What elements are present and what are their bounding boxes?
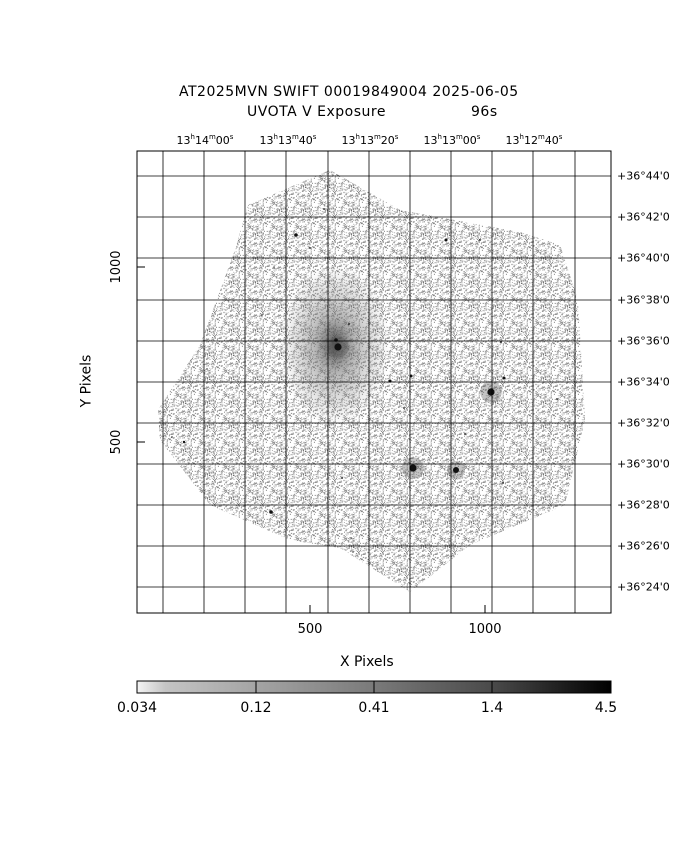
ra-tick-label: 13h13m00s (423, 133, 481, 148)
x-tick-label: 1000 (468, 622, 502, 637)
dec-tick-label: +36°28'0 (617, 498, 670, 512)
colorbar-tick-label: 0.12 (240, 700, 272, 716)
point-source (334, 343, 342, 351)
point-source (487, 388, 495, 396)
dec-tick-label: +36°40'0 (617, 251, 670, 265)
dec-tick-label: +36°42'0 (617, 210, 670, 224)
dec-tick-label: +36°30'0 (617, 457, 670, 471)
point-source (500, 341, 502, 343)
point-source (502, 482, 504, 484)
point-source (171, 436, 173, 438)
ra-tick-label: 13h13m40s (259, 133, 317, 148)
dec-tick-label: +36°44'0 (617, 169, 670, 183)
colorbar-tick-label: 0.034 (116, 700, 158, 716)
ra-tick-label: 13h12m40s (505, 133, 563, 148)
point-source (261, 314, 263, 316)
image-title-line1: AT2025MVN SWIFT 00019849004 2025-06-05 (179, 84, 519, 100)
ra-tick-label: 13h14m00s (176, 133, 234, 148)
dec-tick-label: +36°32'0 (617, 416, 670, 430)
point-source (323, 208, 325, 210)
point-source (464, 433, 466, 435)
point-source (479, 239, 481, 241)
point-source (294, 233, 298, 237)
point-source (273, 267, 275, 269)
point-source (556, 398, 558, 400)
point-source (206, 368, 208, 370)
dec-tick-label: +36°26'0 (617, 539, 670, 553)
dec-tick-label: +36°38'0 (617, 293, 670, 307)
galaxy-diffuse-emission (280, 265, 390, 425)
point-source (309, 247, 311, 249)
dec-tick-label: +36°24'0 (617, 580, 670, 594)
dec-tick-label: +36°36'0 (617, 334, 670, 348)
y-axis-label: Y Pixels (78, 354, 95, 408)
ra-tick-label: 13h13m20s (341, 133, 399, 148)
point-source (348, 323, 350, 325)
point-source (409, 464, 417, 472)
colorbar-tick-label: 1.4 (480, 700, 504, 716)
image-title-exposure: 96s (471, 104, 498, 120)
point-source (350, 537, 352, 539)
image-title-filter: UVOTA V Exposure (247, 104, 386, 120)
point-source (444, 238, 448, 242)
point-source (502, 376, 506, 380)
colorbar-tick-label: 4.5 (594, 700, 618, 716)
dec-tick-label: +36°34'0 (617, 375, 670, 389)
colorbar-tick-label: 0.41 (358, 700, 390, 716)
y-tick-label: 1000 (109, 250, 125, 284)
point-source (182, 440, 186, 444)
y-tick-label: 500 (108, 429, 124, 455)
point-source (269, 510, 273, 514)
x-tick-label: 500 (297, 622, 323, 637)
point-source (352, 551, 354, 553)
point-source (341, 477, 343, 479)
point-source (453, 467, 459, 473)
point-source (403, 407, 405, 409)
x-axis-label: X Pixels (340, 654, 394, 670)
